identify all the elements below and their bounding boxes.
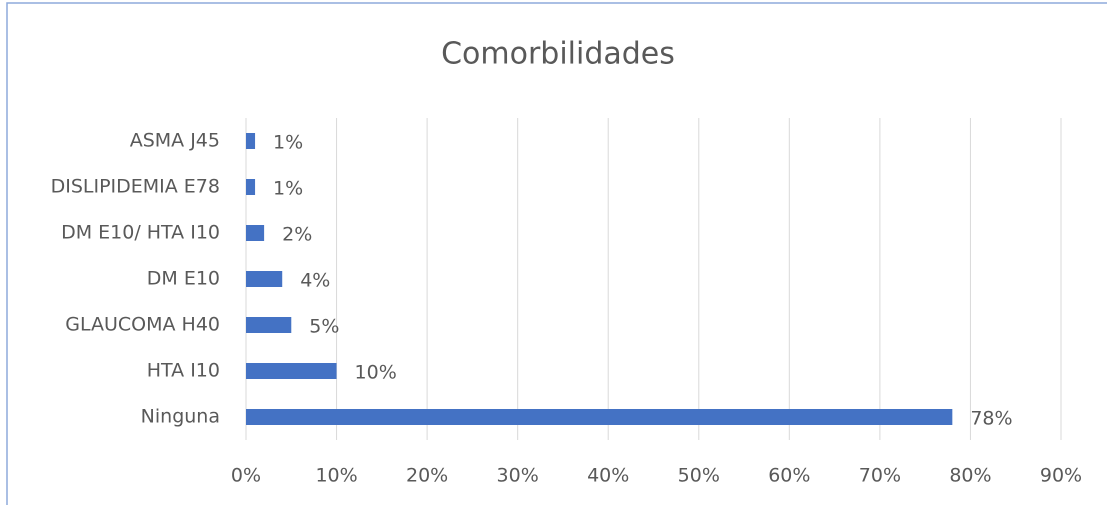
data-label: 1%	[273, 178, 303, 200]
bar	[246, 409, 953, 425]
x-tick-label: 80%	[949, 465, 991, 487]
data-label: 4%	[300, 270, 330, 292]
x-tick-label: 0%	[231, 465, 261, 487]
bar	[246, 317, 292, 333]
chart-title: Comorbilidades	[441, 37, 675, 72]
y-tick-label: Ninguna	[141, 406, 220, 428]
bar	[246, 179, 256, 195]
x-tick-label: 90%	[1040, 465, 1082, 487]
bar	[246, 363, 337, 379]
y-tick-label: DISLIPIDEMIA E78	[51, 176, 220, 198]
x-tick-label: 50%	[678, 465, 720, 487]
x-tick-label: 40%	[587, 465, 629, 487]
data-label: 10%	[355, 362, 397, 384]
data-label: 2%	[282, 224, 312, 246]
y-tick-label: GLAUCOMA H40	[65, 314, 220, 336]
y-tick-label: DM E10	[147, 268, 220, 290]
x-tick-label: 70%	[859, 465, 901, 487]
chart-frame	[6, 2, 1107, 505]
data-label: 5%	[309, 316, 339, 338]
y-tick-label: ASMA J45	[130, 130, 220, 152]
y-tick-label: DM E10/ HTA I10	[61, 222, 220, 244]
data-label: 78%	[970, 408, 1012, 430]
bar	[246, 271, 283, 287]
x-tick-label: 10%	[315, 465, 357, 487]
bar	[246, 225, 265, 241]
y-tick-label: HTA I10	[147, 360, 220, 382]
x-tick-label: 60%	[768, 465, 810, 487]
x-tick-label: 30%	[497, 465, 539, 487]
x-tick-label: 20%	[406, 465, 448, 487]
data-label: 1%	[273, 132, 303, 154]
bar	[246, 133, 256, 149]
